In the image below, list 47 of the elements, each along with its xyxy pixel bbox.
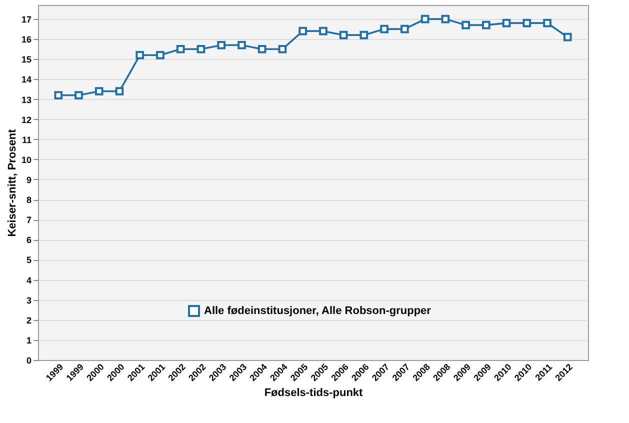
point: [196, 44, 206, 54]
y-tick-label: 10: [21, 154, 32, 165]
y-tick-label: 4: [26, 275, 32, 286]
y-tick-label: 16: [21, 34, 32, 45]
y-tick-label: 14: [21, 74, 32, 85]
point: [339, 30, 348, 40]
point: [278, 44, 287, 54]
point: [54, 91, 63, 100]
y-tick-label: 11: [22, 134, 32, 145]
y-tick-label: 2: [26, 315, 32, 326]
point: [94, 87, 104, 96]
point: [482, 20, 490, 30]
y-tick-label: 8: [26, 195, 32, 206]
y-tick-label: 13: [21, 94, 32, 105]
point: [380, 24, 388, 34]
y-tick-label: 5: [26, 255, 32, 266]
y-tick-label: 6: [26, 235, 32, 246]
point: [74, 91, 83, 100]
point: [136, 50, 144, 60]
point: [522, 18, 532, 28]
y-tick-label: 9: [26, 174, 32, 185]
point: [360, 30, 368, 40]
y-tick-label: 1: [26, 335, 32, 346]
point: [462, 20, 470, 30]
point: [238, 40, 246, 50]
x-axis-title: Fødsels-tids-punkt: [264, 387, 364, 400]
y-tick-label: 15: [21, 54, 32, 65]
point: [563, 32, 572, 42]
point: [217, 40, 226, 50]
y-tick-label: 3: [26, 295, 32, 306]
point: [319, 26, 328, 36]
point: [156, 50, 164, 60]
y-tick-label: 7: [26, 215, 32, 226]
point: [298, 26, 307, 36]
point: [502, 18, 511, 28]
legend-label: Alle fødeinstitusjoner, Alle Robson-grupper: [204, 305, 432, 317]
point: [258, 44, 266, 54]
y-tick-label: 0: [26, 356, 32, 366]
y-axis-title: Keiser-snitt, Prosent: [6, 128, 18, 237]
point: [115, 87, 124, 96]
y-tick-label: 17: [21, 14, 32, 25]
y-tick-label: 12: [21, 114, 32, 125]
point: [543, 18, 552, 28]
point: [176, 44, 185, 54]
point: [441, 14, 450, 24]
point: [400, 24, 409, 34]
point: [420, 14, 430, 24]
